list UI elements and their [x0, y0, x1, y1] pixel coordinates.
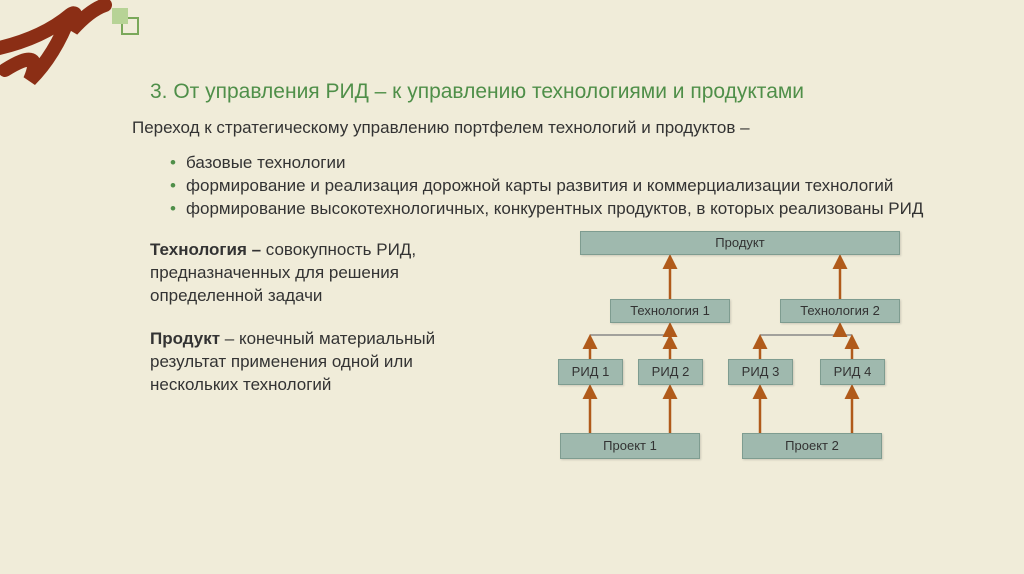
- diagram-node-product: Продукт: [580, 231, 900, 255]
- diagram-node-proj2: Проект 2: [742, 433, 882, 459]
- slide-title: 3. От управления РИД – к управлению техн…: [150, 80, 1004, 104]
- definitions: Технология – совокупность РИД, предназна…: [150, 231, 450, 491]
- diagram-node-rid1: РИД 1: [558, 359, 623, 385]
- bullet-item: формирование и реализация дорожной карты…: [170, 175, 1004, 198]
- diagram-node-tech1: Технология 1: [610, 299, 730, 323]
- diagram-node-proj1: Проект 1: [560, 433, 700, 459]
- diagram-node-rid2: РИД 2: [638, 359, 703, 385]
- bullet-item: формирование высокотехнологичных, конкур…: [170, 198, 1004, 221]
- decor-squares: [110, 6, 150, 42]
- slide-subtitle: Переход к стратегическому управлению пор…: [132, 118, 1004, 138]
- term: Продукт: [150, 329, 220, 348]
- definition-product: Продукт – конечный материальный результа…: [150, 328, 450, 397]
- definition-tech: Технология – совокупность РИД, предназна…: [150, 239, 450, 308]
- hierarchy-diagram: Продукт Технология 1 Технология 2 РИД 1 РИД …: [480, 231, 940, 491]
- term: Технология –: [150, 240, 261, 259]
- bullet-item: базовые технологии: [170, 152, 1004, 175]
- bullet-list: базовые технологии формирование и реализ…: [170, 152, 1004, 221]
- diagram-node-rid3: РИД 3: [728, 359, 793, 385]
- diagram-node-rid4: РИД 4: [820, 359, 885, 385]
- diagram-node-tech2: Технология 2: [780, 299, 900, 323]
